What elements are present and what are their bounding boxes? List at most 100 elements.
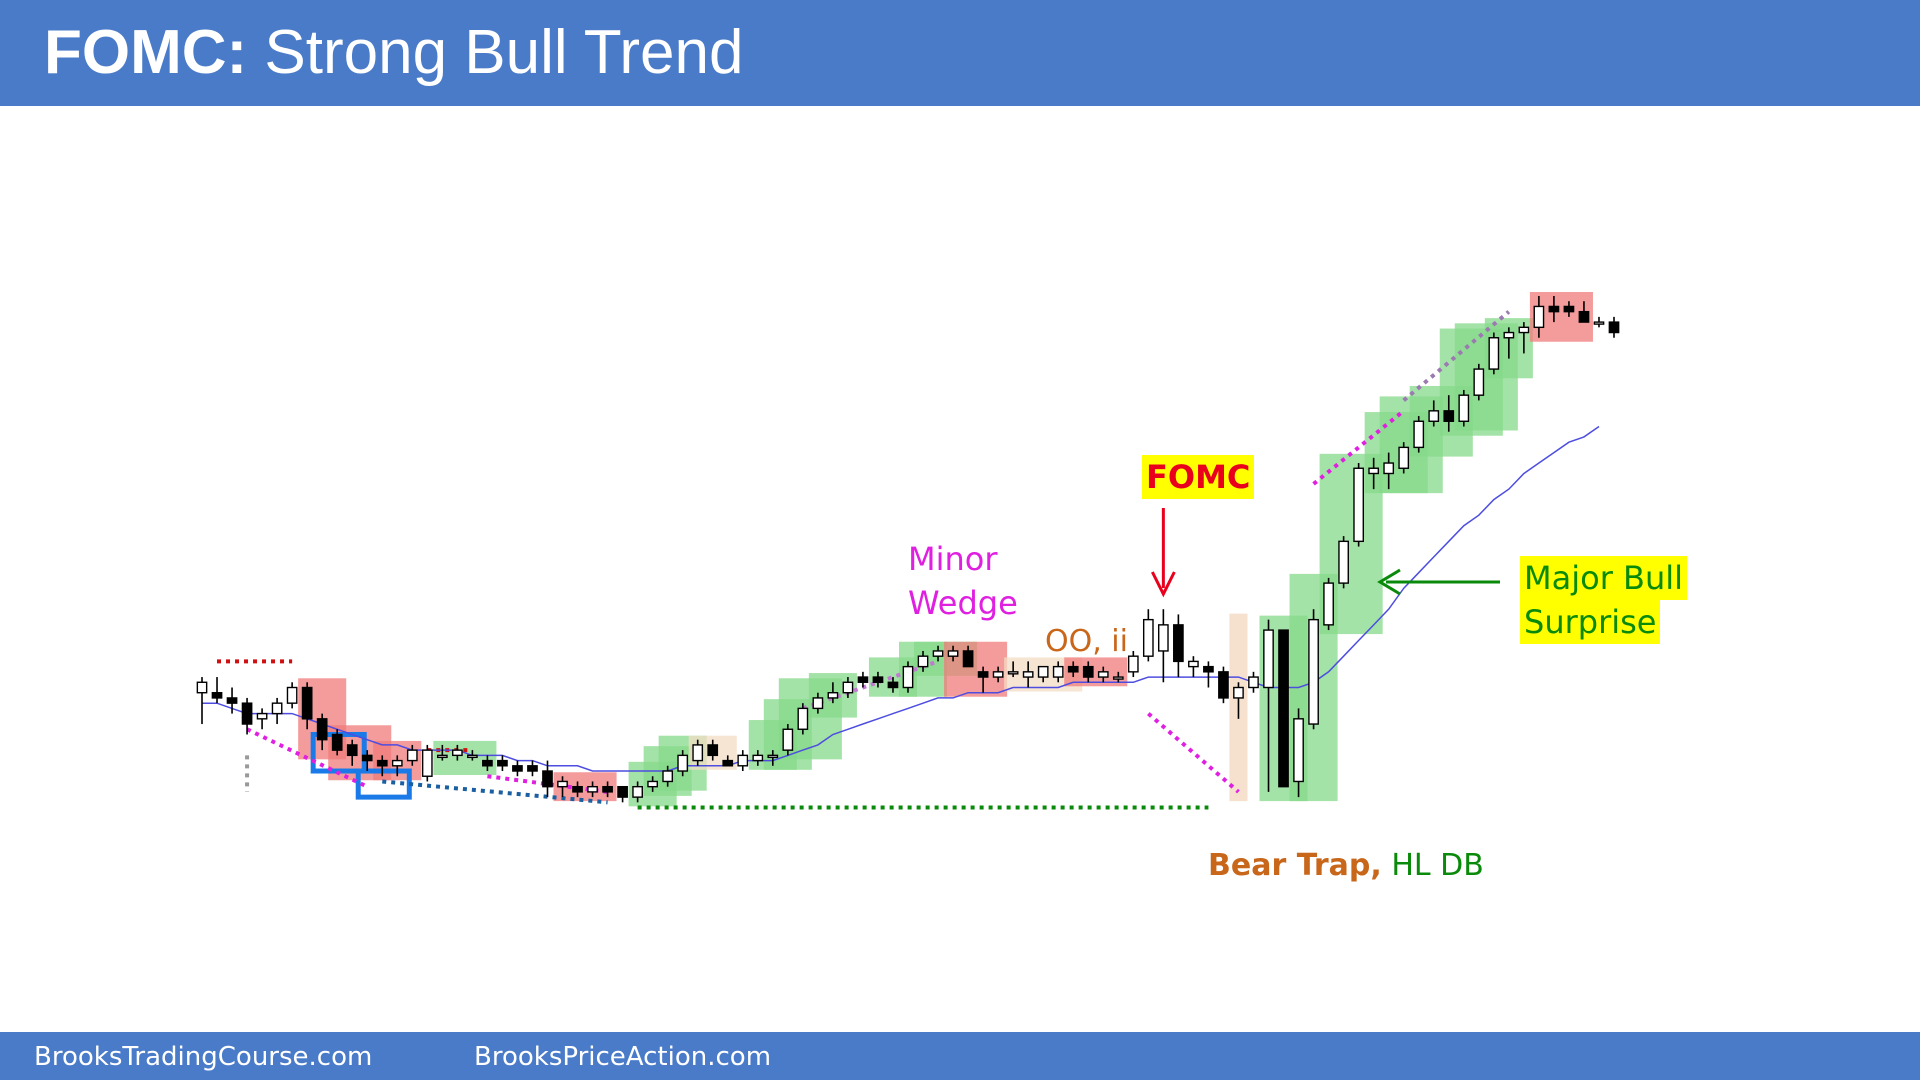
bear-candle [1563, 305, 1575, 313]
bear-candle [977, 671, 989, 678]
minor-wedge-label-2: Wedge [908, 584, 1018, 622]
footer-bar [0, 1032, 1920, 1080]
bull-candle [436, 754, 448, 759]
bull-candle [1052, 665, 1064, 678]
bear-candle [512, 765, 523, 772]
bear-candle [1578, 310, 1590, 323]
footer-link-brooks-price-action[interactable]: BrooksPriceAction.com [474, 1042, 772, 1072]
bull-candle [1533, 305, 1545, 329]
bull-candle [1248, 676, 1259, 689]
bull-candle [1413, 420, 1425, 449]
bull-candle [1488, 337, 1500, 370]
bull-candle [1503, 331, 1515, 339]
bull-candle [452, 749, 463, 757]
bull-candle [827, 692, 839, 699]
channel-dotted-line [1312, 409, 1405, 486]
title-rest: Strong Bull Trend [247, 18, 744, 87]
bull-candle [1263, 629, 1274, 689]
bull-candle [587, 785, 598, 793]
bear-candle [962, 650, 974, 668]
bull-candle [752, 754, 764, 762]
bull-candle [1188, 660, 1199, 668]
bull-candle [1428, 410, 1440, 422]
bear-candle [1548, 305, 1560, 313]
bear-candle [542, 770, 553, 788]
ema-line [202, 425, 1600, 772]
major-bull-surprise-label-1: Major Bull [1520, 556, 1688, 600]
minor-wedge-label-1: Minor [908, 540, 998, 578]
bear-candle [887, 681, 899, 689]
bull-candle [1338, 540, 1349, 584]
price-chart [196, 292, 1620, 810]
bear-candle [482, 759, 493, 767]
major-bull-arrow-head [1377, 568, 1401, 596]
bear-candle [331, 733, 343, 751]
bull-candle [557, 780, 568, 788]
bear-candle [527, 765, 538, 772]
bull-candle [677, 754, 689, 772]
bear-candle [1443, 410, 1455, 422]
major-bull-surprise-label-2: Surprise [1520, 600, 1661, 644]
header-bar [0, 0, 1920, 106]
bull-candle [256, 712, 268, 720]
bear-candle [211, 692, 223, 699]
bear-candle [361, 754, 373, 762]
bull-candle [1308, 618, 1319, 725]
bull-candle [1473, 368, 1485, 396]
bear-trap-label: Bear Trap, HL DB [1208, 846, 1484, 886]
bear-candle [241, 702, 253, 725]
bear-candle [497, 759, 508, 767]
bull-candle [797, 707, 809, 730]
bull-candle [992, 671, 1004, 678]
bull-candle [632, 785, 643, 798]
bull-candle [421, 749, 433, 777]
bull-candle [647, 780, 658, 788]
bear-candle [722, 759, 734, 767]
bear-candle [1278, 629, 1289, 788]
bull-candle [1127, 655, 1139, 673]
bull-candle [1293, 718, 1304, 783]
bear-candle [602, 785, 613, 793]
bull-candle [932, 650, 944, 657]
minor-wedge-dotted-line [802, 659, 939, 711]
bear-candle [1067, 665, 1079, 673]
bear-candle [226, 697, 238, 704]
bull-candle [1323, 582, 1334, 626]
title-bold: FOMC: [44, 18, 248, 87]
bull-candle [1233, 686, 1244, 699]
bear-candle [316, 718, 328, 741]
bull-candle [947, 650, 959, 657]
bull-candle [662, 770, 674, 783]
bull-candle [902, 665, 914, 689]
bull-candle [917, 655, 929, 668]
bear-candle [1608, 321, 1620, 334]
bear-candle [857, 676, 869, 683]
bull-candle [1458, 394, 1470, 422]
bull-candle [842, 681, 854, 694]
bull-candle [467, 754, 478, 759]
bull-candle [1022, 671, 1034, 678]
bear-candle [301, 686, 313, 720]
bear-candle [376, 759, 388, 767]
fomc-arrow-head [1151, 571, 1176, 598]
bear-candle [346, 744, 358, 757]
bear-candle [572, 785, 583, 793]
bull-candle [1037, 665, 1049, 678]
bull-candle [271, 702, 283, 715]
bear-candle [1218, 671, 1229, 699]
wedge-dotted-line [246, 727, 369, 789]
bear-candle [1173, 624, 1184, 663]
hl-db-text: HL DB [1381, 848, 1484, 883]
bull-candle [196, 681, 208, 694]
bull-candle [1007, 671, 1019, 675]
bull-candle [391, 759, 403, 767]
oo-ii-label: OO, ii [1045, 624, 1128, 659]
bull-candle [1398, 446, 1410, 469]
bull-candle [737, 754, 749, 767]
bull-candle [782, 728, 794, 751]
bull-candle [692, 744, 704, 762]
bull-candle [1383, 462, 1395, 475]
bull-candle [1112, 676, 1124, 680]
footer-link-brooks-trading-course[interactable]: BrooksTradingCourse.com [34, 1042, 373, 1072]
bear-candle [1203, 665, 1214, 673]
